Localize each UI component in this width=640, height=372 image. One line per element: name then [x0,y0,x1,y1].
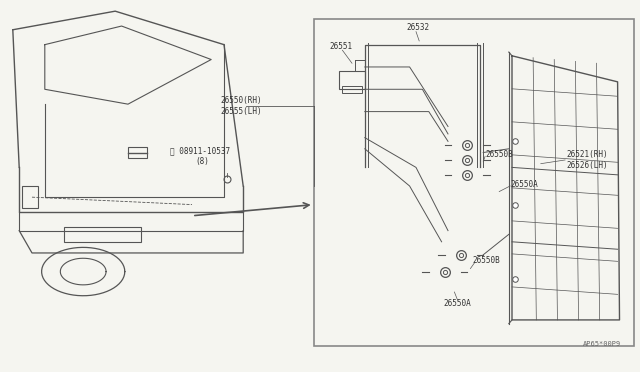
Bar [128,147,147,158]
Bar [22,186,38,208]
Bar [342,86,362,93]
Bar [64,227,141,242]
Text: 26551: 26551 [330,42,353,51]
Text: 26550B: 26550B [485,150,513,159]
Text: 26550(RH): 26550(RH) [221,96,262,105]
Text: (8): (8) [195,157,209,166]
Text: 26550B: 26550B [472,256,500,265]
Bar [339,71,365,89]
Text: 26532: 26532 [406,23,429,32]
Text: AP65*00P9: AP65*00P9 [582,341,621,347]
Text: Ⓝ 08911-10537: Ⓝ 08911-10537 [170,146,230,155]
Text: 26555(LH): 26555(LH) [221,107,262,116]
Text: 26550A: 26550A [510,180,538,189]
Text: 26526(LH): 26526(LH) [566,161,608,170]
Bar [314,19,634,346]
Text: 26550A: 26550A [444,299,472,308]
Text: 26521(RH): 26521(RH) [566,150,608,159]
